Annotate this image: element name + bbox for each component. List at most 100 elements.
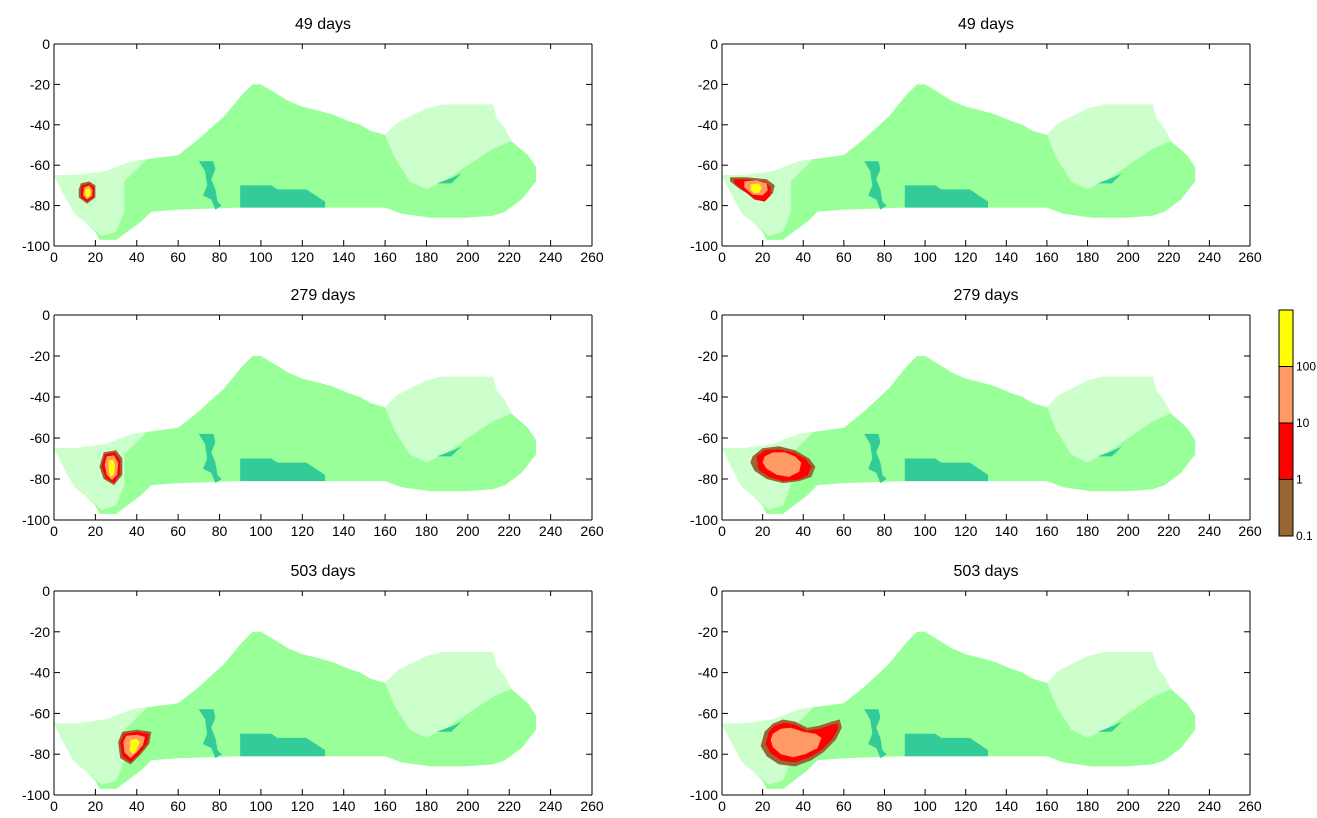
x-tick-label: 260 <box>580 249 604 265</box>
y-tick-label: -20 <box>30 76 50 92</box>
y-tick-label: -80 <box>30 746 50 762</box>
light-zone-0 <box>54 431 148 510</box>
teal-zone-2 <box>1097 721 1123 732</box>
x-tick-label: 160 <box>1035 523 1059 539</box>
x-tick-label: 100 <box>249 523 273 539</box>
y-tick-label: -60 <box>30 430 50 446</box>
teal-zone-2 <box>436 721 462 732</box>
x-tick-label: 240 <box>1198 523 1222 539</box>
x-tick-label: 240 <box>1198 798 1222 814</box>
teal-zone-0 <box>240 458 326 482</box>
teal-zone-1 <box>864 161 887 210</box>
x-tick-label: 180 <box>1076 798 1100 814</box>
x-tick-label: 260 <box>1238 523 1262 539</box>
plume-yellow <box>108 459 115 477</box>
x-tick-label: 220 <box>498 249 522 265</box>
teal-zone-2 <box>436 173 462 184</box>
legend-band-brown <box>1278 479 1294 537</box>
light-zone-0 <box>54 159 148 236</box>
plume-yellow <box>129 738 140 755</box>
x-tick-label: 160 <box>1035 249 1059 265</box>
x-tick-label: 140 <box>332 523 356 539</box>
x-tick-label: 20 <box>88 523 104 539</box>
x-tick-label: 140 <box>995 798 1019 814</box>
x-tick-label: 20 <box>755 249 771 265</box>
x-tick-label: 60 <box>836 249 852 265</box>
x-tick-label: 20 <box>755 523 771 539</box>
x-tick-label: 0 <box>50 249 58 265</box>
x-tick-label: 240 <box>1198 249 1222 265</box>
x-tick-label: 40 <box>795 798 811 814</box>
y-tick-label: -100 <box>690 787 718 803</box>
plume-yellow <box>85 188 91 198</box>
x-tick-label: 220 <box>1157 798 1181 814</box>
x-tick-label: 120 <box>954 249 978 265</box>
legend-band-red <box>1278 422 1294 480</box>
x-tick-label: 100 <box>249 798 273 814</box>
y-tick-label: -60 <box>30 705 50 721</box>
x-tick-label: 180 <box>415 798 439 814</box>
teal-zone-1 <box>198 161 222 210</box>
x-tick-label: 180 <box>1076 249 1100 265</box>
light-zone-0 <box>54 707 148 785</box>
x-tick-label: 200 <box>1116 523 1140 539</box>
legend-label: 100 <box>1296 360 1316 374</box>
panel-right-0: 0 20 40 60 80 100 120 140 160 180 200 220 240 260 0 -20… <box>690 16 1262 265</box>
y-tick-label: -20 <box>698 624 718 640</box>
x-tick-label: 120 <box>291 249 315 265</box>
y-tick-label: 0 <box>42 36 50 52</box>
x-tick-label: 0 <box>718 249 726 265</box>
panel-title: 503 days <box>291 563 356 580</box>
x-tick-label: 240 <box>539 249 563 265</box>
x-tick-label: 160 <box>373 249 397 265</box>
panel-title: 49 days <box>295 16 351 33</box>
y-tick-label: 0 <box>710 36 718 52</box>
x-tick-label: 200 <box>1116 249 1140 265</box>
x-tick-label: 200 <box>456 523 480 539</box>
x-tick-label: 60 <box>170 249 186 265</box>
x-tick-label: 200 <box>1116 798 1140 814</box>
y-tick-label: -40 <box>30 665 50 681</box>
light-zone-1 <box>385 376 512 463</box>
x-tick-label: 220 <box>1157 249 1181 265</box>
panel-title: 503 days <box>954 563 1019 580</box>
x-tick-label: 220 <box>498 798 522 814</box>
panel-right-1: 0 20 40 60 80 100 120 140 160 180 200 220 240 260 0 -20… <box>690 287 1262 539</box>
teal-zone-1 <box>198 709 222 759</box>
plume-salmon <box>762 452 802 477</box>
x-tick-label: 40 <box>795 249 811 265</box>
x-tick-label: 140 <box>332 249 356 265</box>
x-tick-label: 60 <box>170 523 186 539</box>
y-tick-label: -20 <box>698 76 718 92</box>
y-tick-label: -40 <box>30 117 50 133</box>
x-tick-label: 20 <box>755 798 771 814</box>
y-tick-label: -100 <box>690 512 718 528</box>
x-tick-label: 60 <box>836 798 852 814</box>
legend-label: 0.1 <box>1296 529 1313 543</box>
panel-title: 279 days <box>954 287 1019 304</box>
y-tick-label: 0 <box>42 307 50 323</box>
y-tick-label: -100 <box>22 512 50 528</box>
plume-yellow <box>750 183 762 194</box>
x-tick-label: 120 <box>291 523 315 539</box>
teal-zone-1 <box>864 433 887 484</box>
x-tick-label: 180 <box>415 523 439 539</box>
x-tick-label: 0 <box>50 798 58 814</box>
x-tick-label: 60 <box>836 523 852 539</box>
y-tick-label: -40 <box>698 389 718 405</box>
y-tick-label: -20 <box>30 348 50 364</box>
light-zone-1 <box>1046 104 1171 190</box>
y-tick-label: -80 <box>698 746 718 762</box>
x-tick-label: 260 <box>1238 798 1262 814</box>
light-zone-1 <box>1046 376 1171 463</box>
x-tick-label: 100 <box>913 523 937 539</box>
x-tick-label: 100 <box>913 249 937 265</box>
x-tick-label: 180 <box>415 249 439 265</box>
x-tick-label: 220 <box>1157 523 1181 539</box>
x-tick-label: 140 <box>995 249 1019 265</box>
legend-band-yellow <box>1278 309 1294 367</box>
x-tick-label: 20 <box>88 249 104 265</box>
x-tick-label: 100 <box>249 249 273 265</box>
teal-zone-1 <box>864 709 887 759</box>
y-tick-label: -40 <box>30 389 50 405</box>
